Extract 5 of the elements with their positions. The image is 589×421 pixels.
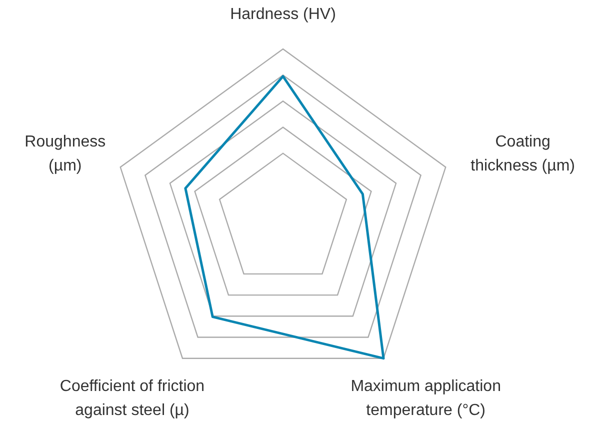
spoke-label: Maximum application temperature (°C) <box>350 378 501 419</box>
spoke-label: Roughness (µm) <box>24 134 106 175</box>
spoke-label: Hardness (HV) <box>230 6 336 23</box>
spoke-label: Coefficient of friction against steel (µ) <box>60 378 205 419</box>
spoke-label: Coating thickness (µm) <box>470 134 576 175</box>
